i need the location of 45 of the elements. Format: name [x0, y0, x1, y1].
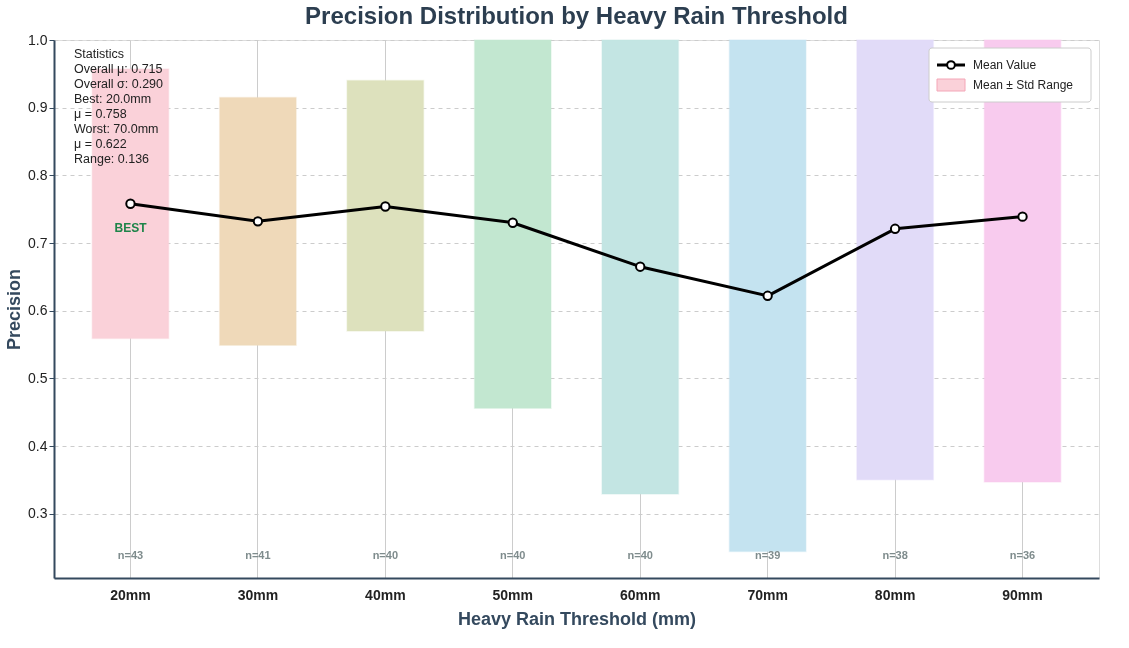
annotation: BEST	[114, 221, 148, 235]
bar	[473, 39, 552, 409]
point	[762, 290, 773, 301]
legend-label: Mean Value	[973, 58, 1037, 72]
annotation: n=43	[117, 549, 144, 561]
annotation: n=40	[500, 549, 526, 561]
x-tick-label: 30mm	[237, 586, 279, 603]
annotation: n=40	[372, 549, 399, 561]
point	[889, 223, 901, 234]
x-tick-label: 80mm	[874, 586, 916, 603]
point	[1017, 211, 1028, 222]
y-tick-label: 0.3	[28, 505, 48, 522]
x-tick-label: 60mm	[619, 586, 661, 603]
legend-label: Mean ± Std Range	[973, 78, 1074, 92]
annotation: n=36	[1009, 549, 1036, 561]
x-tick-label: 70mm	[747, 586, 788, 603]
x-tick-label: 90mm	[1002, 586, 1043, 603]
x-tick-label: 50mm	[492, 586, 534, 603]
point	[635, 261, 646, 272]
bar	[728, 39, 807, 553]
point	[125, 198, 136, 209]
point	[252, 216, 264, 227]
bar	[218, 96, 297, 346]
y-tick-label: 0.6	[28, 302, 48, 319]
chart-title: Precision Distribution by Heavy Rain Threshold	[305, 2, 848, 29]
y-tick-label: 0.9	[28, 99, 48, 116]
point	[507, 217, 518, 228]
x-tick-label: 20mm	[110, 586, 151, 603]
x-tick-label: 40mm	[365, 586, 406, 603]
y-tick-label: 0.5	[28, 369, 48, 386]
annotation: n=38	[882, 549, 908, 561]
x-axis-title: Heavy Rain Threshold (mm)	[457, 608, 697, 629]
annotation: n=39	[754, 549, 781, 561]
y-tick-label: 0.4	[28, 437, 48, 454]
bar	[856, 39, 935, 481]
y-tick-label: 0.8	[28, 166, 48, 183]
annotation: Statistics Overall μ: 0.715 Overall σ: 0.290 Best: 20.0mm μ = 0.758 Worst: 70.0mm μ = 0.622 Range: 0.136	[74, 47, 164, 166]
annotation: n=41	[245, 549, 271, 561]
y-tick-label: 1.0	[28, 31, 48, 48]
bar	[601, 39, 680, 495]
y-tick-label: 0.7	[28, 234, 48, 251]
bar	[346, 79, 425, 332]
y-axis-title: Precision	[4, 268, 25, 351]
annotation: n=40	[627, 549, 653, 561]
point	[380, 201, 391, 212]
